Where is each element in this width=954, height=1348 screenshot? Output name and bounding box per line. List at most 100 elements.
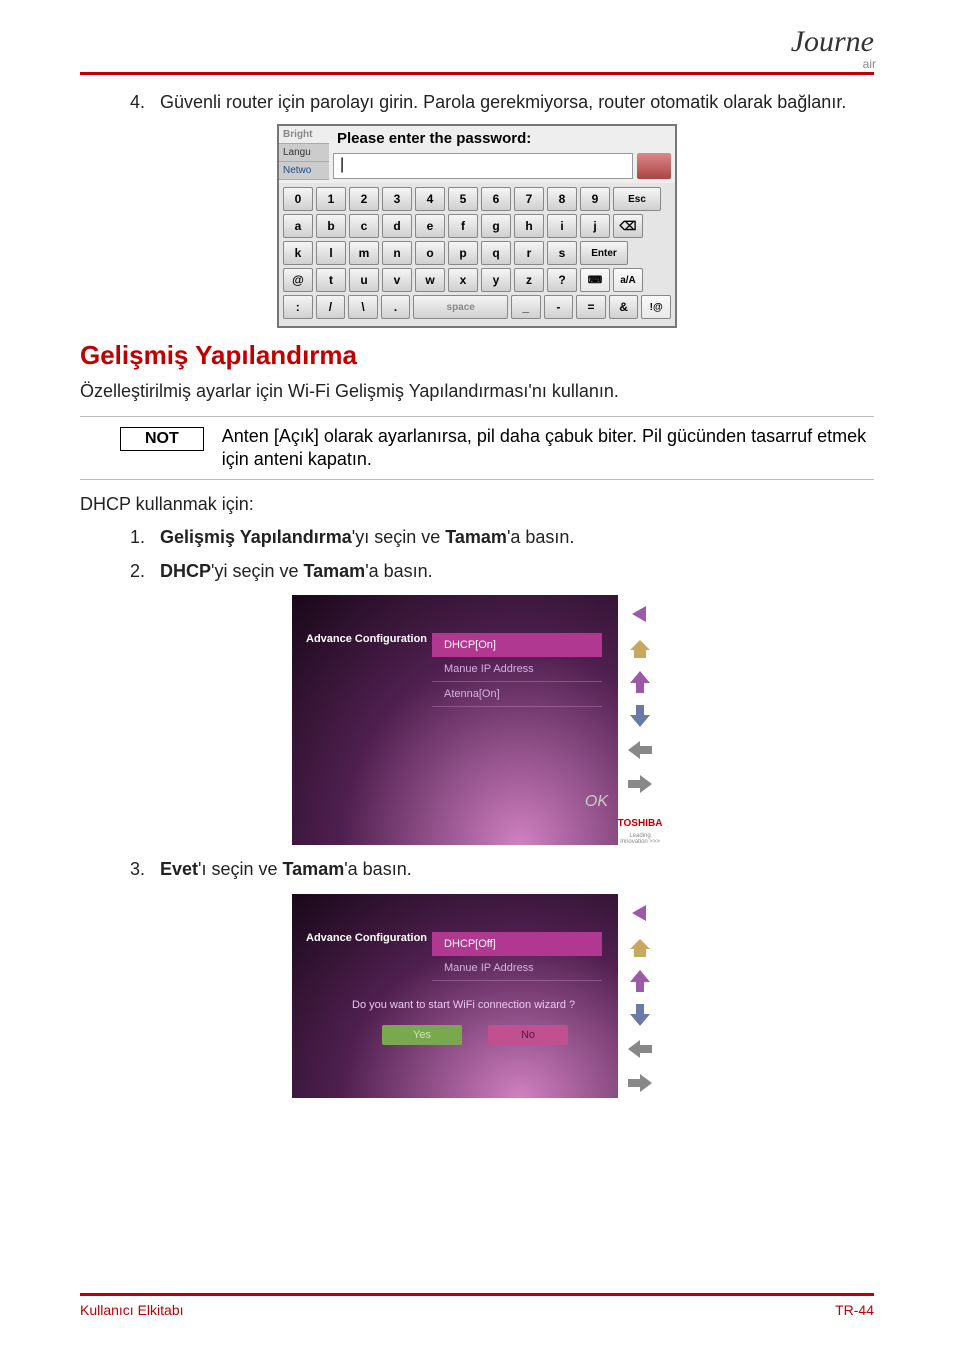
list-item-3: 3. Evet'ı seçin ve Tamam'a basın.: [130, 857, 874, 881]
footer-right: TR-44: [835, 1302, 874, 1318]
key-_[interactable]: _: [511, 295, 541, 319]
key-esc[interactable]: Esc: [613, 187, 661, 211]
bold-term: Tamam: [445, 527, 507, 547]
key-space[interactable]: space: [413, 295, 508, 319]
key-v[interactable]: v: [382, 268, 412, 292]
key-⌨[interactable]: ⌨: [580, 268, 610, 292]
key-b[interactable]: b: [316, 214, 346, 238]
text-fragment: 'a basın.: [365, 561, 432, 581]
up-arrow-icon[interactable]: [623, 667, 657, 697]
key-\[interactable]: \: [348, 295, 378, 319]
down-arrow-icon[interactable]: [623, 701, 657, 731]
item-number: 2.: [130, 559, 160, 583]
key-:[interactable]: :: [283, 295, 313, 319]
key-k[interactable]: k: [283, 241, 313, 265]
key-g[interactable]: g: [481, 214, 511, 238]
menu-item-dhcp-off[interactable]: DHCP[Off]: [432, 932, 602, 956]
key-c[interactable]: c: [349, 214, 379, 238]
back-icon[interactable]: [623, 599, 657, 629]
no-button[interactable]: No: [488, 1025, 568, 1045]
key-4[interactable]: 4: [415, 187, 445, 211]
right-arrow-icon[interactable]: [623, 769, 657, 799]
key-9[interactable]: 9: [580, 187, 610, 211]
key-/[interactable]: /: [316, 295, 346, 319]
key-.[interactable]: .: [381, 295, 411, 319]
logo-script: Journe: [791, 25, 874, 58]
text-fragment: 'a basın.: [344, 859, 411, 879]
tab-language: Langu: [279, 144, 329, 162]
key-d[interactable]: d: [382, 214, 412, 238]
key-a[interactable]: a: [283, 214, 313, 238]
key-&[interactable]: &: [609, 295, 639, 319]
password-input[interactable]: |: [333, 153, 633, 179]
key-s[interactable]: s: [547, 241, 577, 265]
advance-config-screenshot-2: Advance Configuration DHCP[Off] Manue IP…: [292, 894, 662, 1098]
key-u[interactable]: u: [349, 268, 379, 292]
item-text: Gelişmiş Yapılandırma'yı seçin ve Tamam'…: [160, 525, 874, 549]
key-2[interactable]: 2: [349, 187, 379, 211]
item-number: 1.: [130, 525, 160, 549]
item-text: Güvenli router için parolayı girin. Paro…: [160, 90, 874, 114]
yes-button[interactable]: Yes: [382, 1025, 462, 1045]
key-p[interactable]: p: [448, 241, 478, 265]
key-3[interactable]: 3: [382, 187, 412, 211]
key-6[interactable]: 6: [481, 187, 511, 211]
nav-panel: TOSHIBA Leading Innovation >>>: [618, 595, 662, 845]
key-f[interactable]: f: [448, 214, 478, 238]
advance-config-screenshot-1: Advance Configuration DHCP[On] Manue IP …: [292, 595, 662, 845]
key-t[interactable]: t: [316, 268, 346, 292]
key-j[interactable]: j: [580, 214, 610, 238]
bold-term: Evet: [160, 859, 198, 879]
note-text: Anten [Açık] olarak ayarlanırsa, pil dah…: [222, 425, 874, 472]
key-a/a[interactable]: a/A: [613, 268, 643, 292]
key-x[interactable]: x: [448, 268, 478, 292]
list-item-2: 2. DHCP'yi seçin ve Tamam'a basın.: [130, 559, 874, 583]
key-z[interactable]: z: [514, 268, 544, 292]
up-arrow-icon[interactable]: [623, 966, 657, 996]
key-m[interactable]: m: [349, 241, 379, 265]
key-5[interactable]: 5: [448, 187, 478, 211]
key--[interactable]: -: [544, 295, 574, 319]
left-arrow-icon[interactable]: [623, 1034, 657, 1064]
key-o[interactable]: o: [415, 241, 445, 265]
back-icon[interactable]: [623, 898, 657, 928]
home-icon[interactable]: [623, 932, 657, 962]
key-h[interactable]: h: [514, 214, 544, 238]
right-arrow-icon[interactable]: [623, 1068, 657, 1098]
menu-item-manual-ip[interactable]: Manue IP Address: [432, 657, 602, 682]
capture-button[interactable]: [637, 153, 671, 179]
toshiba-tagline: Leading Innovation >>>: [618, 833, 662, 845]
list-item-1: 1. Gelişmiş Yapılandırma'yı seçin ve Tam…: [130, 525, 874, 549]
key-y[interactable]: y: [481, 268, 511, 292]
key-⌫[interactable]: ⌫: [613, 214, 643, 238]
brand-logo: Journe air: [791, 25, 874, 59]
key-e[interactable]: e: [415, 214, 445, 238]
menu-item-antenna[interactable]: Atenna[On]: [432, 682, 602, 707]
key-8[interactable]: 8: [547, 187, 577, 211]
down-arrow-icon[interactable]: [623, 1000, 657, 1030]
section-heading: Gelişmiş Yapılandırma: [80, 340, 874, 371]
key-1[interactable]: 1: [316, 187, 346, 211]
header-bar: Journe air: [80, 20, 874, 75]
bold-term: Tamam: [304, 561, 366, 581]
key-7[interactable]: 7: [514, 187, 544, 211]
key-enter[interactable]: Enter: [580, 241, 628, 265]
key-i[interactable]: i: [547, 214, 577, 238]
key-@[interactable]: @: [283, 268, 313, 292]
key-!@[interactable]: !@: [641, 295, 671, 319]
left-arrow-icon[interactable]: [623, 735, 657, 765]
text-fragment: 'a basın.: [507, 527, 574, 547]
home-icon[interactable]: [623, 633, 657, 663]
menu-item-dhcp[interactable]: DHCP[On]: [432, 633, 602, 657]
key-r[interactable]: r: [514, 241, 544, 265]
key-l[interactable]: l: [316, 241, 346, 265]
tab-bright: Bright: [279, 126, 329, 144]
key-?[interactable]: ?: [547, 268, 577, 292]
key-=[interactable]: =: [576, 295, 606, 319]
key-0[interactable]: 0: [283, 187, 313, 211]
key-q[interactable]: q: [481, 241, 511, 265]
note-block: NOT Anten [Açık] olarak ayarlanırsa, pil…: [80, 416, 874, 481]
menu-item-manual-ip[interactable]: Manue IP Address: [432, 956, 602, 981]
key-n[interactable]: n: [382, 241, 412, 265]
key-w[interactable]: w: [415, 268, 445, 292]
